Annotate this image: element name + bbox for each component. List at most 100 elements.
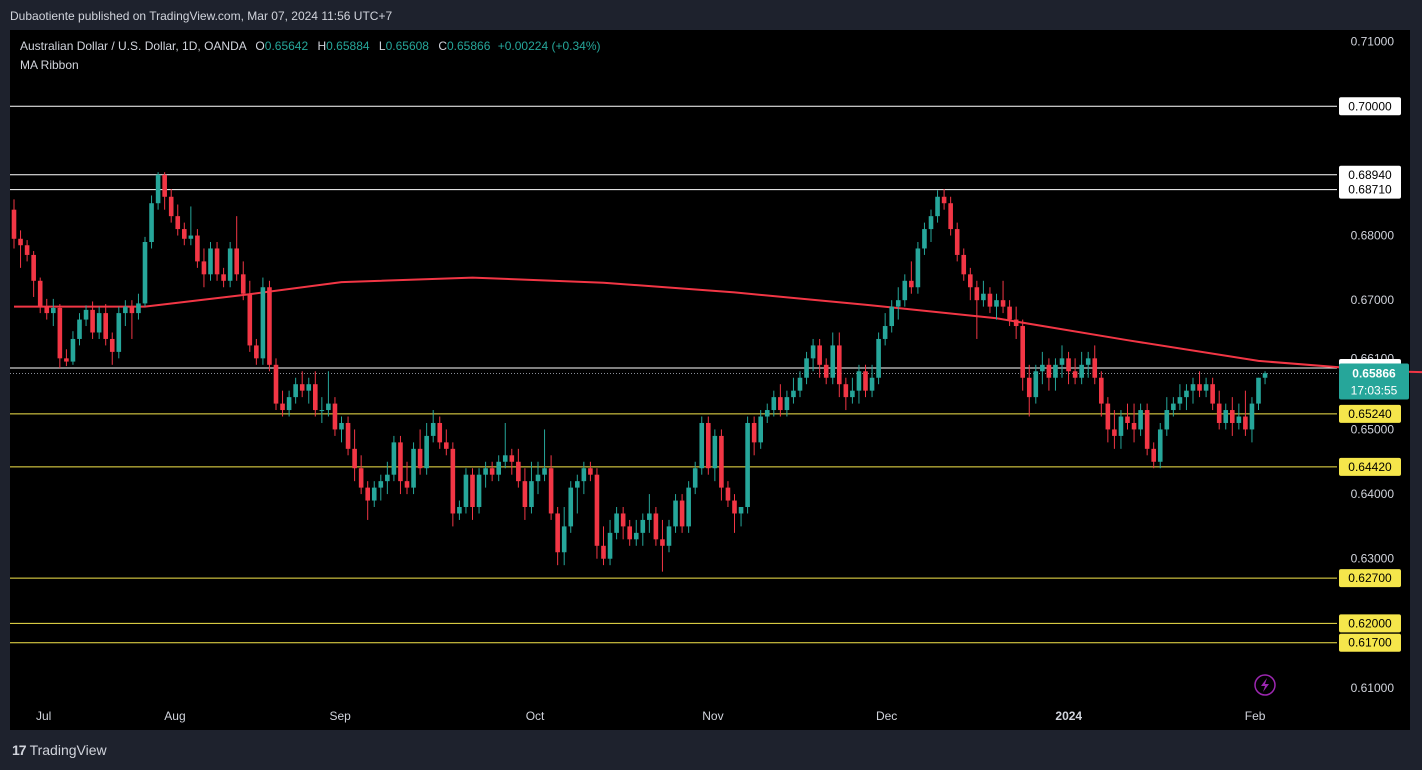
candle <box>620 507 626 540</box>
tradingview-footer[interactable]: 17 TradingView <box>12 742 107 758</box>
candle <box>1079 351 1084 385</box>
candle <box>18 230 23 268</box>
candle <box>319 397 325 423</box>
symbol-legend: Australian Dollar / U.S. Dollar, 1D, OAN… <box>20 39 600 53</box>
candle <box>692 461 698 495</box>
candle-body <box>640 519 646 533</box>
candle <box>679 494 685 533</box>
candle-body <box>391 442 397 475</box>
candle-body <box>922 229 927 249</box>
candle <box>863 364 868 398</box>
candle-body <box>758 416 763 443</box>
candle <box>1249 397 1255 443</box>
candle-body <box>601 545 606 559</box>
candle-body <box>764 410 770 417</box>
candle <box>719 429 724 501</box>
candle-body <box>837 345 842 385</box>
candle-body <box>319 410 325 412</box>
candle <box>352 429 357 482</box>
candle <box>712 429 718 482</box>
candle <box>267 280 272 372</box>
indicator-legend[interactable]: MA Ribbon <box>20 58 79 72</box>
price-badges: 0.700000.689400.687100.659500.652400.644… <box>1339 97 1409 652</box>
candle-body <box>627 526 632 540</box>
candle-body <box>398 442 403 482</box>
candle-body <box>129 306 135 314</box>
open-label: O <box>255 39 265 53</box>
candle-body <box>1131 422 1137 430</box>
candle-body <box>1210 384 1215 404</box>
candle <box>666 519 672 553</box>
time-tick-label: 2024 <box>1055 709 1082 723</box>
candle <box>254 338 259 365</box>
price-tick-label: 0.63000 <box>1351 552 1395 566</box>
candle <box>758 410 763 449</box>
candle-body <box>542 468 547 475</box>
candle <box>136 293 141 320</box>
countdown-label: 17:03:55 <box>1351 383 1398 397</box>
candle-body <box>961 254 967 275</box>
candle <box>1040 351 1045 385</box>
candle <box>306 377 312 404</box>
candle-body <box>1151 448 1156 462</box>
time-tick-label: Dec <box>876 709 897 723</box>
candle-body <box>994 300 999 307</box>
candle <box>614 507 619 540</box>
candle <box>1125 403 1130 430</box>
level-badge-bg <box>1339 569 1401 588</box>
candle-body <box>1105 403 1111 430</box>
candle-body <box>666 526 672 546</box>
level-badge-label: 0.68940 <box>1348 168 1392 182</box>
candle <box>1190 377 1196 404</box>
candle-body <box>1138 410 1143 430</box>
candle-body <box>424 435 429 469</box>
candle-body <box>1046 364 1052 378</box>
time-tick-label: Feb <box>1245 709 1266 723</box>
candle-body <box>326 403 331 411</box>
candle-body <box>444 442 449 449</box>
candle-body <box>751 422 757 443</box>
candle <box>1066 351 1071 385</box>
candle-body <box>463 474 469 508</box>
candle <box>581 461 587 495</box>
candle-body <box>502 455 508 462</box>
candle-body <box>175 216 181 230</box>
candle <box>273 358 279 411</box>
chart-frame[interactable] <box>10 30 1410 730</box>
candle <box>1059 345 1065 378</box>
candle-body <box>286 397 292 411</box>
candle <box>240 261 246 301</box>
candle-body <box>378 481 384 488</box>
level-badge: 0.70000 <box>1339 97 1401 116</box>
candle <box>902 274 908 307</box>
candle-body <box>784 397 790 411</box>
candle <box>535 461 541 495</box>
candle <box>771 390 777 417</box>
candle-body <box>653 513 659 540</box>
candle <box>830 332 836 385</box>
candle-body <box>981 293 986 301</box>
candle <box>1046 358 1052 391</box>
high-value: 0.65884 <box>326 39 370 53</box>
candle <box>234 216 239 281</box>
candle-body <box>450 448 456 514</box>
candle <box>850 377 855 404</box>
candle-body <box>810 345 816 359</box>
candle-body <box>155 174 161 204</box>
time-tick-label: Nov <box>702 709 723 723</box>
candle <box>1131 403 1137 443</box>
bolt-icon[interactable] <box>1254 674 1276 696</box>
candle <box>1216 390 1222 430</box>
candle <box>371 481 377 508</box>
candle-body <box>64 358 69 362</box>
candle-body <box>430 422 436 436</box>
candle-body <box>607 532 613 559</box>
candle <box>286 390 292 417</box>
candle <box>1000 280 1006 314</box>
candle-body <box>1020 326 1025 378</box>
close-label: C <box>438 39 447 53</box>
price-tick-label: 0.65000 <box>1351 422 1395 436</box>
candle-body <box>83 309 89 320</box>
candle <box>450 442 456 527</box>
